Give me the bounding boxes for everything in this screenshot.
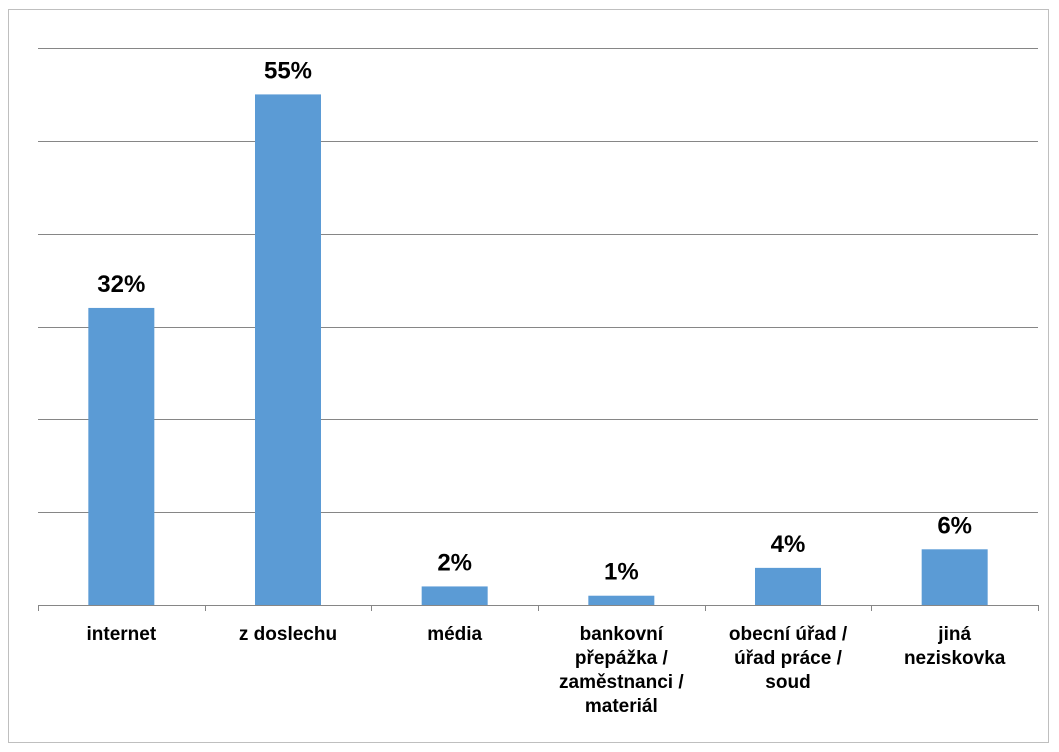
x-tick-label-5-line-1: neziskovka [904,648,1006,669]
bar-2 [421,586,488,605]
bar-5 [921,549,988,605]
x-tick-label-3-line-0: bankovní [580,624,664,645]
data-label-0: 32% [97,271,145,298]
x-tick-label-0: internet [86,624,156,645]
data-label-4: 4% [771,531,806,558]
x-tick-label-4-line-2: soud [765,672,810,693]
x-tick-label-2-line-0: média [427,624,482,645]
bar-3 [588,595,655,605]
x-tick-label-5: jiná neziskovka [904,624,1006,669]
x-tick-label-3-line-3: materiál [585,696,658,717]
x-tick-label-0-line-0: internet [86,624,156,645]
data-label-1: 55% [264,57,312,84]
data-labels: 32% 55% 2% 1% 4% 6% [97,57,972,585]
gridlines [38,48,1038,513]
x-tick-label-2: média [427,624,482,645]
bar-4 [755,567,821,605]
bars [88,94,988,606]
data-label-3: 1% [604,559,639,586]
x-tick-label-4-line-1: úřad práce / [734,648,842,669]
x-tick-label-4-line-0: obecní úřad / [729,624,848,645]
x-tick-label-3-line-1: přepážka / [575,648,669,669]
x-tick-label-3-line-2: zaměstnanci / [559,672,684,693]
x-tick-label-5-line-0: jiná [937,624,971,645]
chart-frame [8,9,1049,743]
x-axis [38,605,1039,611]
x-tick-label-1-line-0: z doslechu [239,624,337,645]
x-tick-label-4: obecní úřad / úřad práce / soud [729,624,848,693]
data-label-2: 2% [437,549,472,576]
category-labels: internet z doslechu média bankovní přepážka … [86,624,1005,717]
x-tick-label-3: bankovní přepážka / zaměstnanci / materiál [559,624,684,717]
bar-1 [255,94,321,606]
bar-0 [88,307,155,605]
data-label-5: 6% [937,512,972,539]
x-tick-label-1: z doslechu [239,624,337,645]
